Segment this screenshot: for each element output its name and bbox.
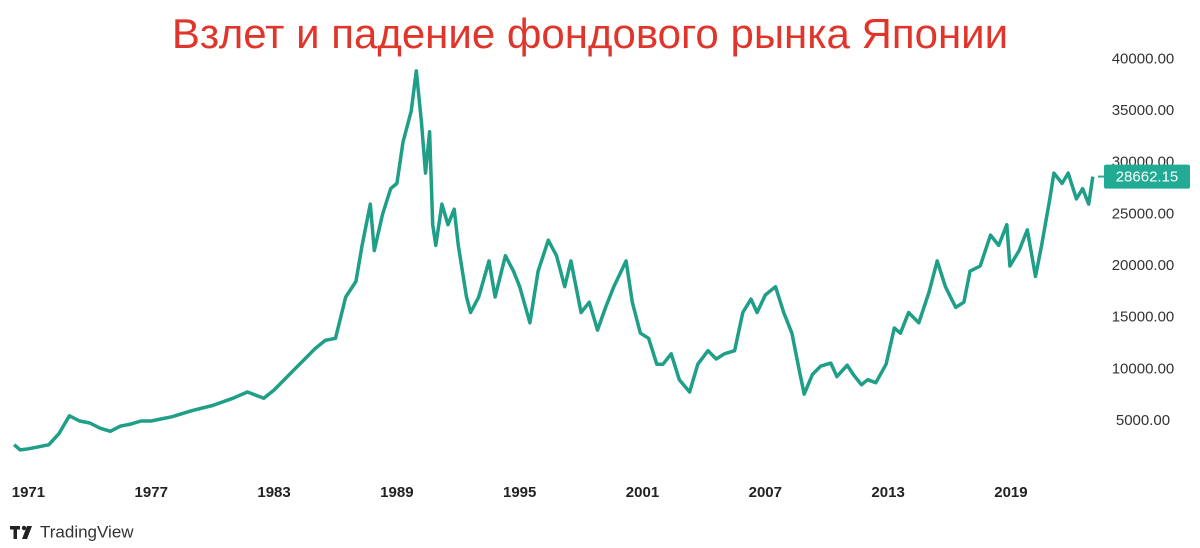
x-tick-label: 2007 [749,484,782,501]
y-tick-label: 25000.00 [1112,205,1175,222]
x-tick-label: 1989 [380,484,413,501]
price-line [12,69,1095,452]
last-price-label: 28662.15 [1116,169,1179,186]
y-tick-label: 5000.00 [1116,412,1170,429]
y-tick-label: 10000.00 [1112,360,1175,377]
x-tick-label: 1983 [257,484,290,501]
y-tick-label: 35000.00 [1112,102,1175,119]
last-price-box [1104,164,1190,189]
chart-title: Взлет и падение фондового рынка Японии [172,10,1008,57]
watermark-logo: TradingView [10,522,134,541]
x-tick-label: 1977 [135,484,168,501]
y-tick-label: 40000.00 [1112,50,1175,67]
logo-part [22,526,32,539]
x-tick-label: 2013 [871,484,904,501]
logo-part [13,526,17,539]
logo-part [21,525,27,531]
y-tick-label: 15000.00 [1112,309,1175,326]
x-tick-label: 1995 [503,484,536,501]
title-background [105,2,1065,68]
y-tick-label: 20000.00 [1112,257,1175,274]
x-tick-label: 2019 [994,484,1027,501]
x-tick-label: 2001 [626,484,659,501]
x-tick-label: 1971 [12,484,45,501]
watermark-text: TradingView [40,522,134,541]
